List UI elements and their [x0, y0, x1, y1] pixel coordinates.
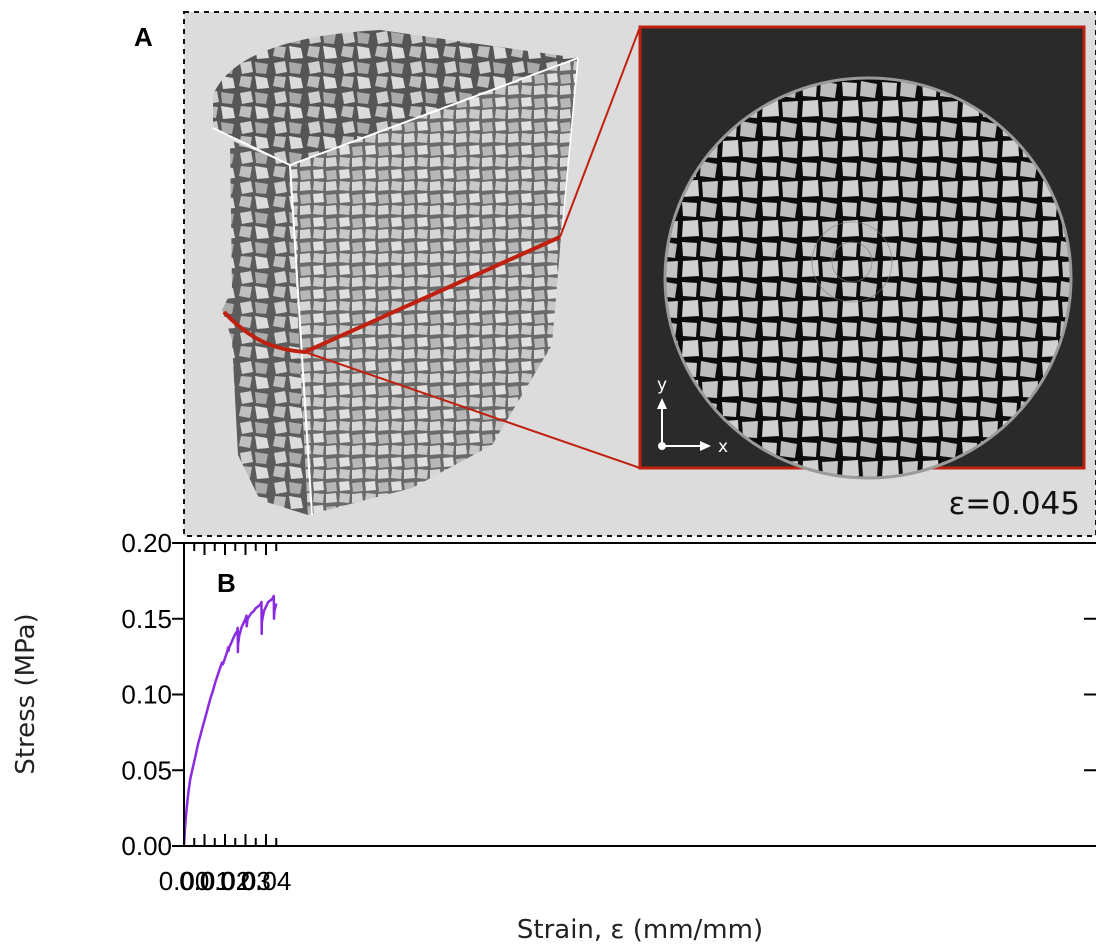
y-tick-label: 0.15: [121, 604, 172, 634]
x-tick-label: 0.04: [241, 866, 292, 896]
y-axis-title: Stress (MPa): [11, 613, 41, 774]
section-plane-indicator: [222, 26, 641, 469]
y-tick-label: 0.00: [121, 831, 172, 861]
y-tick-label: 0.05: [121, 755, 172, 785]
ct-cross-section-inset: [638, 25, 1086, 480]
specimen-3d-render: [212, 30, 579, 516]
x-tick-label: 0.03: [220, 866, 271, 896]
y-tick-label: 0.10: [121, 680, 172, 710]
panel-a-label: A: [134, 22, 153, 52]
x-tick-label: 0.02: [200, 866, 251, 896]
stress-strain-chart: 0.000.010.020.030.04 0.00 0.05 0.10 0.15 0.20: [121, 528, 1096, 896]
stress-strain-curve: [182, 594, 278, 847]
axis-indicator-x-label: x: [718, 437, 728, 457]
x-axis-title: Strain, ε (mm/mm): [517, 915, 763, 945]
x-tick-label: 0.01: [179, 866, 230, 896]
strain-annotation: ε=0.045: [949, 486, 1080, 522]
panel-b-label: B: [217, 568, 236, 598]
y-tick-label: 0.20: [121, 528, 172, 558]
xy-axis-indicator: y x: [657, 375, 728, 457]
x-tick-label: 0.00: [159, 866, 210, 896]
axis-indicator-y-label: y: [657, 375, 667, 395]
